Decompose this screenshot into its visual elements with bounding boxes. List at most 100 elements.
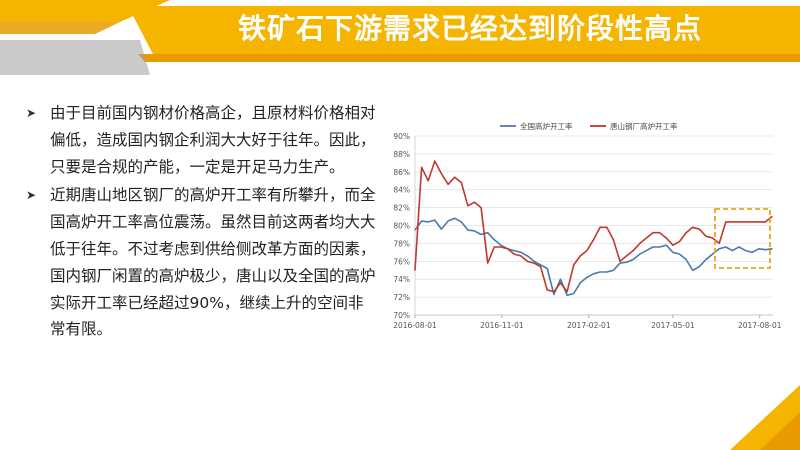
left-gray-wing [0,40,150,75]
data-point [771,215,773,218]
data-point [692,269,694,271]
data-point [573,292,575,295]
data-point [526,260,529,262]
x-tick-label: 2016-08-01 [393,321,437,330]
y-tick-label: 76% [393,257,410,266]
bottom-right-dark-block [760,412,800,450]
data-point [533,262,535,264]
data-point [639,253,641,255]
data-point [440,228,443,230]
data-point [705,258,707,261]
data-point [546,267,548,270]
data-point [447,183,449,185]
data-point [506,248,509,250]
data-point [546,289,548,291]
data-point [493,246,495,248]
data-point [500,246,502,248]
y-tick-label: 84% [393,186,410,195]
data-point [487,262,489,264]
arrow-bullet-icon: ➤ [26,106,37,120]
data-point [592,239,595,241]
x-axis: 2016-08-01 2016-11-01 2017-02-01 2017-05-01… [393,314,782,330]
title-banner-shade [138,54,800,62]
data-point [751,221,753,223]
data-point [513,253,515,255]
x-tick-label: 2016-11-01 [480,321,524,330]
arrow-bullet-icon: ➤ [26,188,37,203]
data-point [698,266,700,268]
y-tick-label: 82% [393,204,410,213]
data-point [579,255,581,257]
data-point [520,255,522,257]
data-point [473,230,476,232]
data-point [586,276,588,279]
data-point [487,232,489,234]
data-point [553,291,555,293]
data-point [645,249,648,252]
data-point [460,181,462,184]
title-banner [128,6,800,60]
data-point [434,160,436,162]
bullet-text: 近期唐山地区钢厂的高炉开工率有所攀升，而全国高炉开工率高位震荡。虽然目前这两者均… [50,186,376,339]
data-point [718,248,720,250]
data-point [698,228,700,230]
data-point [440,172,443,175]
data-point [672,244,674,246]
x-tick-label: 2017-08-01 [738,321,782,330]
data-point [745,221,747,223]
y-tick-label: 86% [393,168,410,177]
top-left-yellow-stripe [0,0,170,22]
data-point [738,221,740,223]
legend-label: 唐山钢厂高炉开工率 [610,121,678,131]
data-point [711,237,714,239]
data-point [665,237,667,239]
data-point [493,239,495,241]
y-tick-label: 74% [393,275,410,284]
data-point [685,232,687,234]
data-point [678,253,681,255]
data-point [751,251,753,253]
data-point [659,246,661,248]
data-point [619,262,621,264]
data-point [467,229,469,231]
data-point [758,221,760,223]
bullet-item: ➤ 近期唐山地区钢厂的高炉开工率有所攀升，而全国高炉开工率高位震荡。虽然目前这两… [26,182,376,343]
data-point [454,217,456,219]
data-point [559,278,562,280]
series-line-tangshan [414,160,773,293]
data-point [473,201,476,203]
highlight-box [714,208,771,269]
slide-title: 铁矿石下游需求已经达到阶段性高点 [237,12,702,45]
data-point [467,205,469,207]
data-point [447,220,449,222]
bullet-item: ➤ 由于目前国内钢材价格高企，且原材料价格相对偏低，造成国内钢企利润大大好于往年… [26,100,376,180]
data-point [421,220,423,222]
data-point [579,282,581,284]
data-point [625,261,628,263]
y-tick-label: 72% [393,293,410,302]
legend-label: 全国高炉开工率 [520,121,573,131]
data-point [632,249,634,252]
data-point [771,248,773,250]
data-point [764,221,767,223]
y-tick-label: 78% [393,239,410,248]
data-point [685,258,687,261]
data-point [711,253,714,255]
data-point [592,273,595,275]
data-point [718,242,720,244]
data-point [454,176,456,178]
data-point [427,221,429,223]
data-point [533,260,535,262]
data-point [625,255,628,257]
data-point [612,239,614,241]
data-point [705,235,707,237]
data-point [586,249,588,252]
data-point [421,166,423,168]
data-point [414,229,416,231]
data-point [758,248,760,250]
data-point [738,246,740,248]
x-tick-label: 2017-05-01 [651,321,695,330]
data-point [434,219,436,221]
data-point [659,232,661,234]
